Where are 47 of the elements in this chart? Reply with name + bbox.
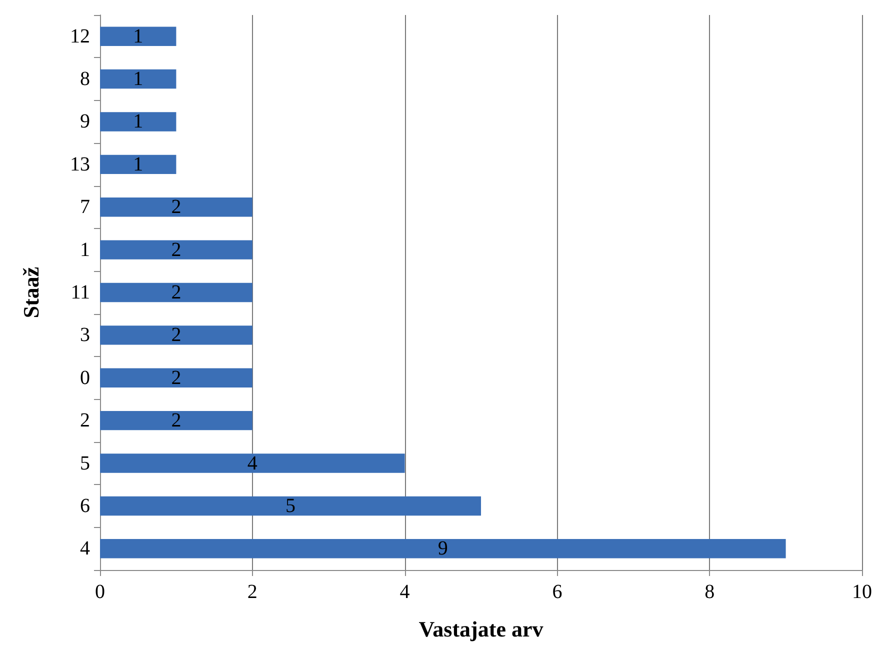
bar [100, 282, 252, 302]
data-label: 1 [133, 68, 144, 90]
data-label: 1 [133, 25, 144, 48]
y-tick-label: 8 [80, 68, 90, 90]
x-tick-label: 10 [852, 581, 872, 603]
y-tick-label: 13 [70, 153, 90, 176]
y-tick-label: 1 [80, 238, 90, 261]
data-label: 9 [438, 538, 448, 560]
bar [100, 198, 252, 217]
data-label: 2 [171, 196, 182, 218]
y-tick-label: 6 [80, 494, 90, 517]
x-tick-label: 2 [247, 581, 258, 603]
y-tick-label: 3 [80, 324, 90, 346]
data-label: 4 [247, 452, 258, 474]
bar [100, 539, 786, 558]
data-label: 2 [171, 366, 182, 389]
bar [100, 496, 481, 516]
bar [100, 154, 176, 174]
bar [100, 240, 252, 260]
y-tick-label: 12 [70, 25, 90, 48]
data-label: 2 [171, 410, 182, 432]
bar [100, 454, 405, 473]
data-label: 2 [171, 238, 182, 261]
bar [100, 69, 176, 89]
y-tick-label: 9 [80, 110, 90, 133]
x-tick-label: 0 [95, 581, 105, 603]
x-tick-label: 6 [552, 581, 562, 603]
y-tick-label: 7 [80, 196, 90, 218]
data-label: 5 [286, 494, 296, 517]
bar [100, 326, 252, 345]
x-tick-label: 8 [704, 581, 715, 603]
data-label: 1 [133, 153, 144, 176]
data-label: 2 [171, 282, 182, 304]
bar [100, 26, 176, 46]
bar [100, 410, 252, 430]
y-tick-label: 5 [80, 452, 90, 474]
data-label: 1 [133, 110, 144, 133]
y-tick-label: 11 [70, 282, 90, 304]
data-label: 2 [171, 324, 182, 346]
y-axis-title: Staaž [18, 266, 44, 318]
x-axis-title: Vastajate arv [418, 616, 544, 642]
bar [100, 368, 252, 388]
y-tick-label: 0 [80, 366, 90, 389]
y-tick-label: 4 [80, 538, 90, 560]
y-tick-label: 2 [80, 410, 90, 432]
bar [100, 112, 176, 132]
x-tick-label: 4 [400, 581, 410, 603]
